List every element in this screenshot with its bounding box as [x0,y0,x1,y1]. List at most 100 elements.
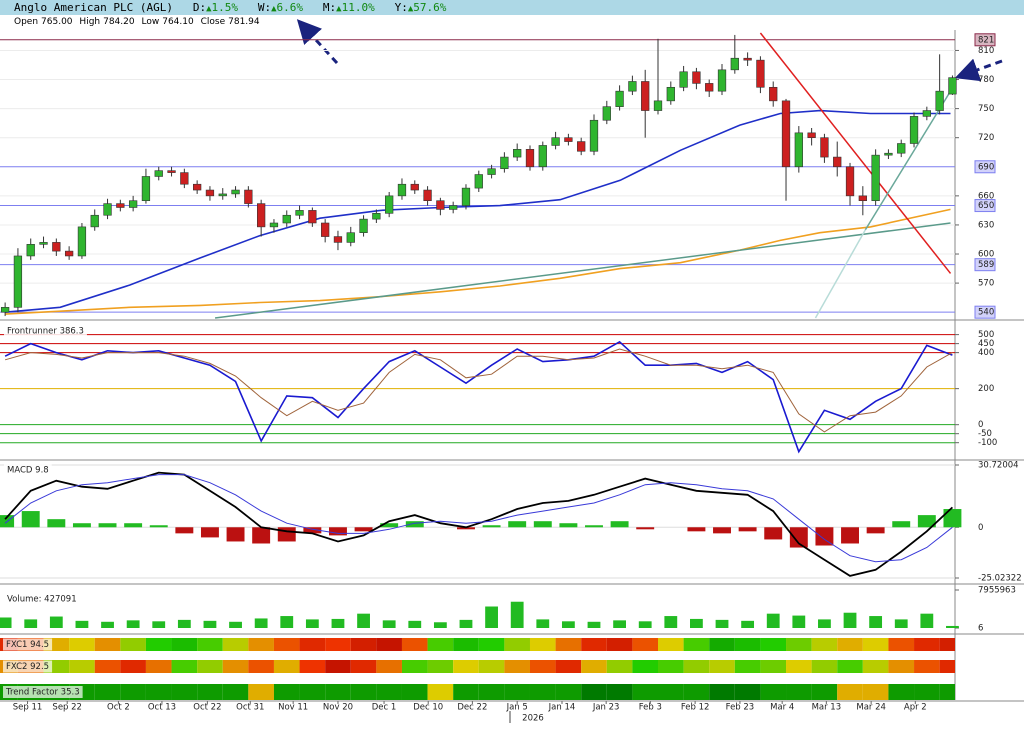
candle-body [807,132,816,138]
candle-body [948,77,957,95]
x-tick-label: Mar 13 [812,703,842,713]
heat-cell [606,638,633,651]
candle-body [833,156,842,168]
volume-bar [126,620,140,628]
volume-bar [24,619,38,628]
heat-cell [811,660,838,673]
candle-body [615,90,624,107]
x-tick-label: Feb 23 [726,703,755,713]
panel-frame [0,30,1024,723]
heat-cell [325,638,351,651]
histogram-bar [124,523,143,528]
heat-cell [299,660,326,673]
histogram-bar [175,527,194,534]
x-tick-label: Oct 13 [148,703,176,713]
volume-bar [920,613,934,628]
heat-cell [658,684,684,700]
panel-title: MACD 9.8 [7,466,49,476]
trend-line [864,90,952,231]
ohlc-label: Open [14,17,39,27]
candle-body [692,71,701,84]
heat-cell [299,638,326,651]
ohlc-value: 784.20 [103,17,135,27]
candle-body [730,57,739,71]
heat-cell [350,684,377,700]
histogram-bar [149,525,168,528]
candle-body [333,236,343,243]
candle-body [500,156,509,170]
heat-cell [760,660,787,673]
series-line [5,208,951,315]
volume-bar [305,619,319,628]
candle-body [641,81,650,111]
volume-bar [433,622,447,628]
candle-body [551,137,560,146]
heat-cell [171,660,198,673]
candle-body [372,213,381,220]
trend-line [814,229,867,319]
candle-body [244,189,253,204]
heat-cell [709,660,735,673]
candle-body [538,145,547,168]
candle-body [90,214,99,228]
candle-body [666,86,675,102]
candle-body [193,183,202,191]
histogram-bar [892,521,911,528]
histogram-bar [405,521,424,528]
candle-body [13,255,23,308]
change-label: W: [257,1,272,14]
heat-cell [171,638,198,651]
change-value: 6.6% [276,1,304,14]
histogram-bar [482,525,501,528]
histogram-bar [866,527,885,534]
heat-cell [299,684,326,700]
price-level-label: 690 [978,162,994,172]
candle-body [295,210,304,216]
histogram-bar [789,527,808,548]
volume-bar [587,621,601,628]
candle-body [231,189,240,195]
heat-cell [145,638,172,651]
candle-body [449,205,458,210]
price-level-label: 540 [978,308,994,318]
heat-cell [401,660,428,673]
heat-cell [658,660,684,673]
heat-cell [273,684,300,700]
heat-cell [529,684,556,700]
histogram-bar [610,521,629,528]
x-tick-label: Jan 14 [548,703,576,713]
heat-cell [555,638,582,651]
heat-cell [888,638,915,651]
candle-body [397,183,407,197]
volume-bar [408,620,422,628]
heat-cell [734,660,761,673]
histogram-bar [687,527,706,532]
heat-cell [939,660,955,673]
y-tick-label: 6 [978,624,983,634]
heat-cell [453,684,479,700]
heat-cell [504,638,530,651]
candle-body [141,176,151,202]
x-tick-label: Nov 11 [278,703,308,713]
heat-cell [632,684,659,700]
heat-cell [94,660,121,673]
y-tick-label: 630 [978,220,994,230]
heat-cell [94,684,121,700]
candle-body [705,83,714,92]
candle-body [0,307,10,313]
candle-body [26,244,35,257]
y-tick-label: 810 [978,46,994,56]
heat-cell [837,684,863,700]
candle-body [103,203,112,216]
heat-cell [683,684,710,700]
volume-bar [715,619,729,628]
y-tick-label: 720 [978,133,994,143]
histogram-bar [457,527,475,530]
candle-body [794,132,803,168]
heat-cell [555,660,582,673]
histogram-bar [943,509,962,528]
price-level-box [974,160,996,174]
heat-cell [120,660,146,673]
heat-cell [837,638,863,651]
heat-cell [478,660,505,673]
